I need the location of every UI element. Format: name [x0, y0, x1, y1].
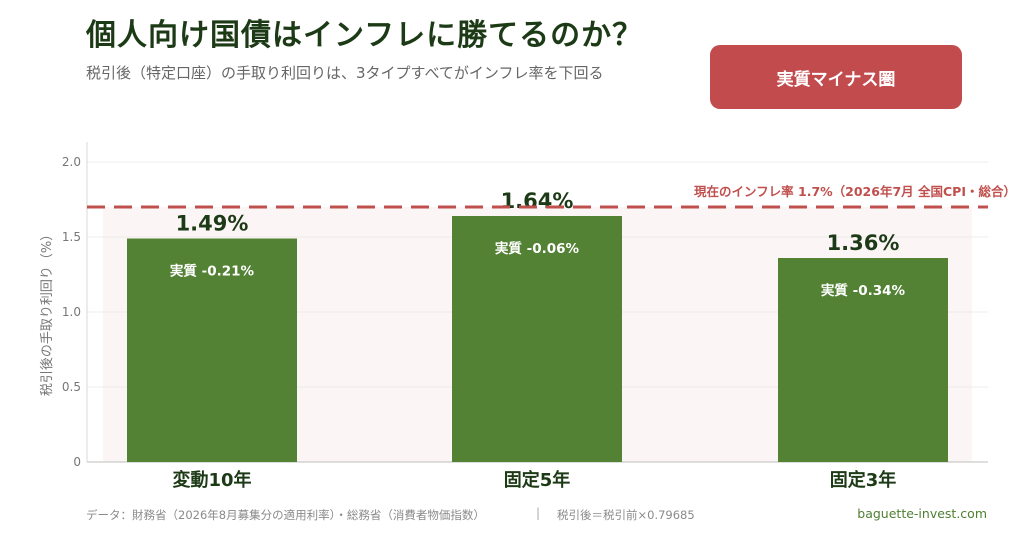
- y-tick-label: 0: [73, 455, 81, 469]
- x-category-label: 固定5年: [504, 469, 571, 491]
- bar: [452, 216, 622, 462]
- inflation-line-label: 現在のインフレ率 1.7%（2026年7月 全国CPI・総合）: [694, 184, 1016, 199]
- bar-value-label: 1.36%: [827, 231, 900, 255]
- real-yield-label: 実質 -0.21%: [170, 263, 255, 280]
- site-credit: baguette-invest.com: [857, 506, 987, 521]
- bar: [778, 258, 948, 462]
- bar-value-label: 1.64%: [501, 189, 574, 213]
- bar: [127, 238, 297, 462]
- footer-separator: |: [536, 506, 541, 520]
- y-tick-label: 1.0: [62, 305, 81, 319]
- y-tick-label: 2.0: [62, 155, 81, 169]
- real-negative-badge: 実質マイナス圏: [710, 45, 962, 109]
- badge-label: 実質マイナス圏: [776, 69, 896, 90]
- y-tick-label: 0.5: [62, 380, 81, 394]
- tax-formula-note: 税引後＝税引前×0.79685: [557, 508, 695, 522]
- real-yield-label: 実質 -0.34%: [821, 282, 906, 299]
- data-source-note: データ：財務省（2026年8月募集分の適用利率）・総務省（消費者物価指数）: [86, 508, 485, 522]
- page-title: 個人向け国債はインフレに勝てるのか？: [86, 18, 644, 53]
- y-tick-label: 1.5: [62, 230, 81, 244]
- y-axis-label: 税引後の手取り利回り（%）: [40, 228, 55, 396]
- x-category-label: 固定3年: [830, 469, 897, 491]
- bar-value-label: 1.49%: [176, 212, 249, 236]
- page-subtitle: 税引後（特定口座）の手取り利回りは、3タイプすべてがインフレ率を下回る: [86, 64, 604, 82]
- real-yield-label: 実質 -0.06%: [495, 240, 580, 257]
- x-category-label: 変動10年: [172, 469, 251, 491]
